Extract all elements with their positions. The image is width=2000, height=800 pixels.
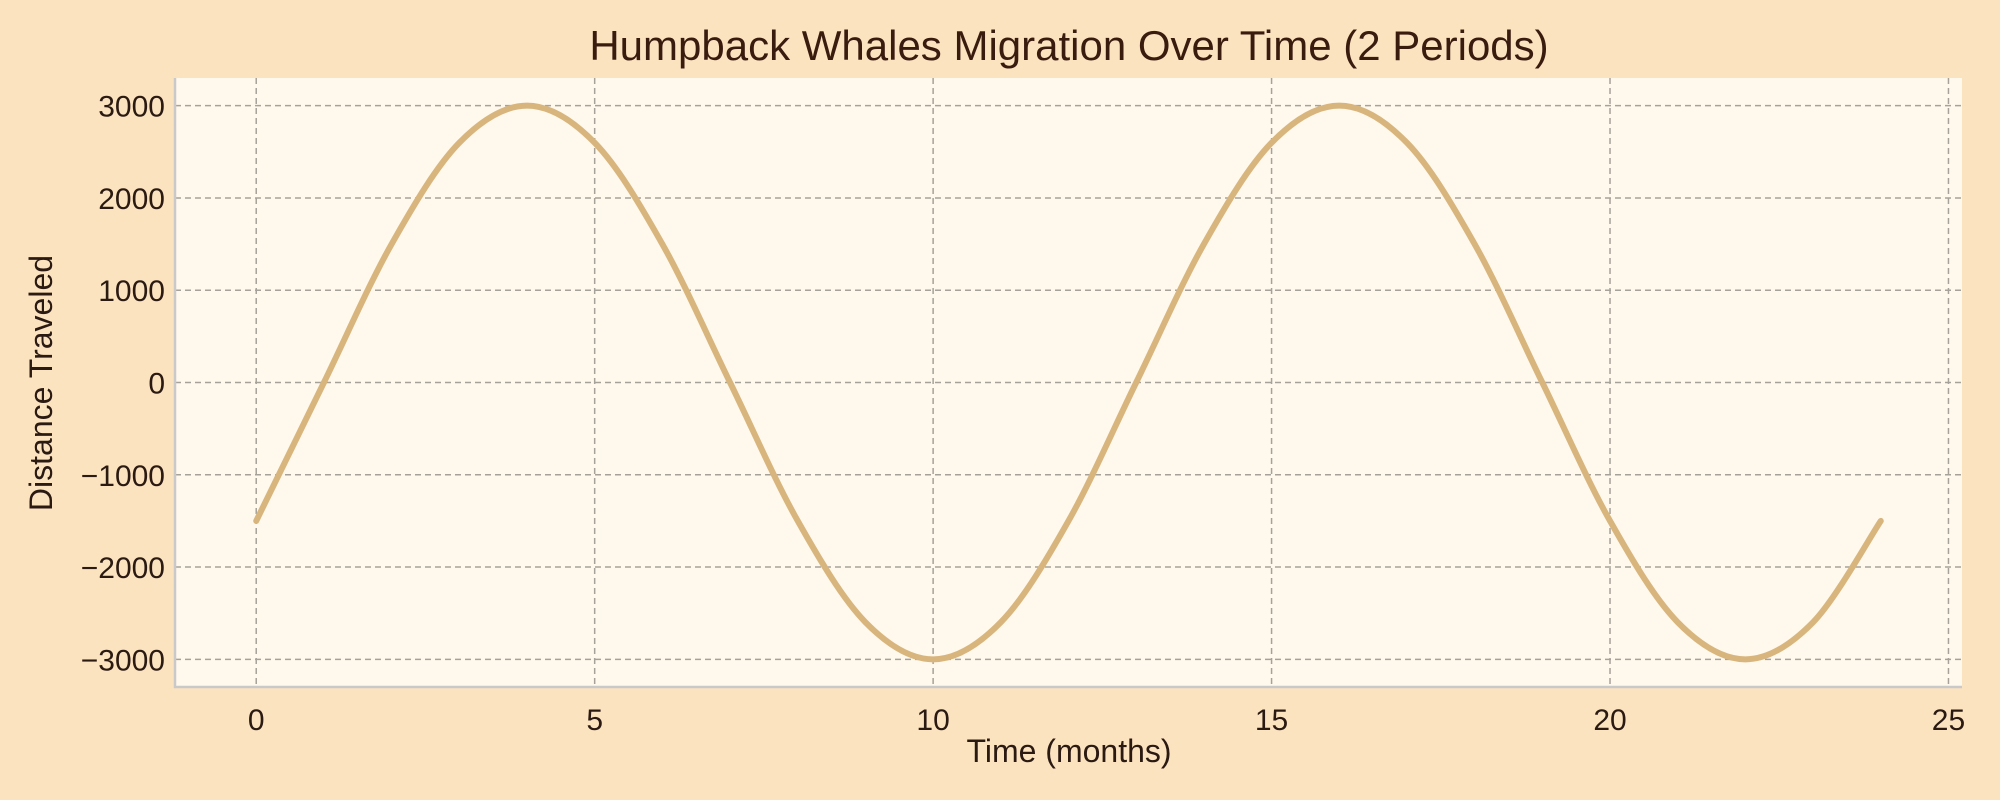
y-tick-labels: 3000 2000 1000 0 −1000 −2000 −3000 bbox=[81, 91, 165, 678]
x-tick-label: 5 bbox=[586, 704, 603, 737]
axes-spines bbox=[173, 78, 1962, 689]
x-tick-label: 25 bbox=[1932, 704, 1965, 737]
series-layer bbox=[253, 102, 1884, 663]
y-tick-label: −3000 bbox=[81, 644, 165, 677]
series-line bbox=[253, 102, 1884, 663]
chart-title: Humpback Whales Migration Over Time (2 P… bbox=[589, 22, 1548, 69]
y-tick-label: 0 bbox=[148, 368, 165, 401]
x-tick-label: 0 bbox=[248, 704, 265, 737]
y-tick-label: 1000 bbox=[98, 275, 165, 308]
x-tick-label: 10 bbox=[916, 704, 949, 737]
y-tick-label: 3000 bbox=[98, 91, 165, 124]
y-tick-label: 2000 bbox=[98, 183, 165, 216]
y-tick-label: −1000 bbox=[81, 460, 165, 493]
x-axis-label: Time (months) bbox=[966, 733, 1171, 769]
x-tick-label: 20 bbox=[1593, 704, 1626, 737]
grid bbox=[175, 78, 1962, 687]
x-tick-label: 15 bbox=[1255, 704, 1288, 737]
y-axis-label: Distance Traveled bbox=[23, 255, 59, 511]
x-tick-labels: 0 5 10 15 20 25 bbox=[248, 704, 1965, 737]
y-tick-label: −2000 bbox=[81, 552, 165, 585]
